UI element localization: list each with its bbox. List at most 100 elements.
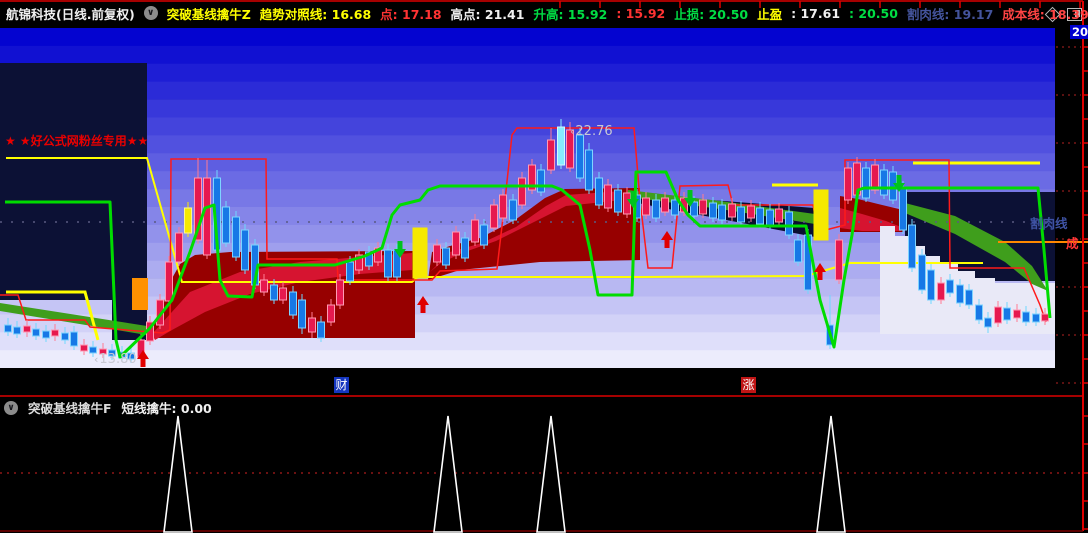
candle-body: [956, 284, 964, 304]
candle-body: [862, 167, 870, 199]
candle-body: [1013, 309, 1021, 319]
area-green-right: [905, 203, 1048, 291]
bg-stripe: [0, 28, 1055, 47]
candle-body: [984, 317, 992, 328]
candle-body: [308, 317, 316, 333]
candle-body: [937, 282, 945, 301]
buy-arrow-icon: [661, 231, 673, 248]
candle-body: [747, 205, 755, 219]
topbar-run: 高点: 21.41: [450, 6, 525, 22]
pointer-icon: ‹: [94, 353, 99, 366]
candle-body: [232, 216, 240, 258]
candle-body: [194, 177, 202, 241]
candle-body: [32, 328, 40, 337]
candle-body: [374, 247, 382, 263]
candle-body: [975, 304, 983, 321]
topbar-run: 割肉线: 19.17: [906, 6, 994, 22]
candle-body: [480, 224, 488, 246]
candle-body: [433, 244, 441, 263]
candle-body: [260, 279, 268, 293]
candle-body: [270, 284, 278, 301]
candle-body: [509, 199, 517, 221]
topbar-run: 升高: 15.92: [533, 6, 608, 22]
bg-stripe: [0, 81, 1055, 100]
orange-highlight-mark: [132, 278, 148, 310]
watermark-text: ★ ★好公式网粉丝专用★★: [5, 134, 149, 148]
candle-body: [528, 164, 536, 191]
line-yellow-left: [6, 290, 100, 341]
candle-body: [576, 134, 584, 179]
pane-split-icon[interactable]: [1067, 8, 1082, 21]
candle-body: [490, 204, 498, 229]
candle-body: [279, 287, 287, 301]
candle-body: [690, 201, 698, 217]
signal-spike: [536, 415, 566, 533]
candle-body: [946, 279, 954, 294]
candle-body: [23, 325, 31, 333]
topbar-run: 止盈: [757, 6, 783, 22]
area-maroon2: [428, 188, 640, 280]
candle-body: [346, 261, 354, 282]
area-green-left: [0, 303, 147, 335]
area-staircase-right: [880, 226, 1055, 334]
candle-body: [518, 177, 526, 206]
candle-body: [908, 224, 916, 269]
signal-spike: [163, 415, 193, 533]
topbar-run: 点: 17.18: [380, 6, 442, 22]
bg-stripe: [0, 63, 1055, 82]
candle-body: [184, 207, 192, 234]
candle-body: [461, 237, 469, 259]
candle-body: [108, 349, 116, 357]
candle-body: [547, 139, 555, 171]
candle-body: [604, 184, 612, 209]
candle-body: [585, 149, 593, 191]
candle-body: [42, 330, 50, 339]
candle-body: [1032, 313, 1040, 323]
candle-body: [127, 352, 135, 360]
candle-body: [203, 177, 211, 256]
annotation-value: 13.80: [99, 352, 137, 367]
topbar-run: 突破基线擒牛Z: [166, 6, 251, 22]
candle-body: [871, 164, 879, 191]
candle-body: [4, 324, 12, 333]
candle-body: [709, 202, 717, 219]
candle-body: [80, 344, 88, 352]
right-edge-label: 成: [1066, 236, 1079, 251]
candle-body: [566, 129, 574, 169]
topbar-run: : 17.61: [791, 5, 841, 21]
buy-arrow-icon: [137, 350, 149, 367]
sell-arrow-icon: [684, 190, 696, 207]
signal-value: 短线擒牛: 0.00: [121, 401, 212, 416]
right-edge-label: 割肉线: [1030, 216, 1068, 231]
marker-badge: 财: [334, 377, 349, 393]
topbar-run: 止损: 20.50: [674, 6, 749, 22]
price-annotation: ‹22.76: [570, 124, 613, 139]
chevron-down-icon[interactable]: ∨: [143, 6, 158, 20]
candle-body: [70, 331, 78, 347]
indicator-title-bar: 航锦科技(日线.前复权) ∨ 突破基线擒牛Z 趋势对照线: 16.68 点: 17.18…: [0, 0, 1088, 26]
candle-body: [813, 189, 829, 241]
candle-body: [718, 204, 726, 221]
candle-body: [785, 211, 793, 236]
bg-stripe: [0, 117, 1055, 136]
chart-bottom-strip: [0, 368, 1055, 396]
candle-body: [89, 346, 97, 354]
candle-body: [965, 289, 973, 306]
line-green-ma: [5, 170, 1052, 359]
price-axis-label: 20: [1070, 25, 1088, 39]
bg-stripe: [0, 153, 1055, 172]
candle-body: [175, 232, 183, 263]
candle-body: [442, 247, 450, 266]
topbar-run: 成本线: 18.39: [1002, 6, 1088, 22]
candle-body: [317, 321, 325, 339]
candle-body: [336, 279, 344, 306]
sell-arrow-icon: [394, 241, 406, 258]
chevron-down-icon[interactable]: ∨: [4, 400, 18, 415]
candle-body: [899, 186, 907, 231]
candle-body: [327, 304, 335, 323]
candle-body: [623, 192, 631, 215]
candle-body: [289, 291, 297, 316]
candle-body: [671, 199, 679, 216]
